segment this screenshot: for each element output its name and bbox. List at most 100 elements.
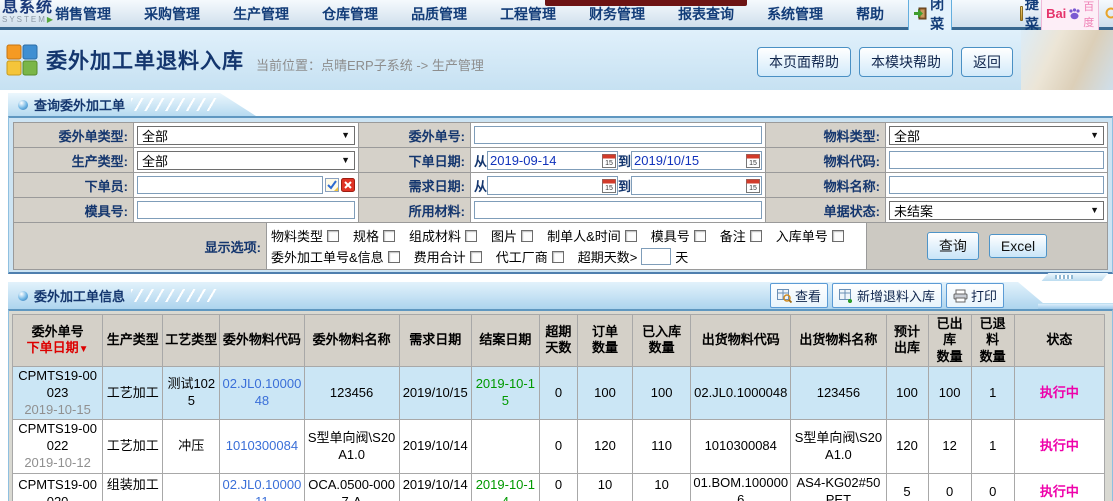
svg-text:15: 15 <box>749 160 757 167</box>
breadcrumb: 当前位置：点晴ERP子系统 -> 生产管理 <box>256 57 484 73</box>
to-label: 到 <box>618 178 632 194</box>
results-section: 委外加工单信息 查看 新增退料入库 打印 <box>8 273 1113 501</box>
table-row[interactable]: CPMTS19-000202019-10-12 组装加工 02.JL0.1000… <box>11 473 1106 501</box>
mat-type-select[interactable]: 全部 ▼ <box>889 125 1104 145</box>
mat-name-input[interactable] <box>889 176 1104 194</box>
from-label: 从 <box>474 153 488 169</box>
col-ret-qty[interactable]: 已退料 数量 <box>970 314 1015 367</box>
col-plan-out[interactable]: 预计 出库 <box>885 314 929 367</box>
svg-text:15: 15 <box>749 185 757 192</box>
col-craft-type[interactable]: 工艺类型 <box>162 314 221 367</box>
mat-code-link[interactable]: 02.JL0.1000011 <box>219 473 305 501</box>
col-prod-type[interactable]: 生产类型 <box>102 314 164 367</box>
option-checkbox[interactable] <box>693 229 706 242</box>
from-label: 从 <box>474 178 488 194</box>
mat-code-link[interactable]: 1010300084 <box>219 419 305 475</box>
option-label: 委外加工单号&信息 <box>271 250 384 265</box>
option-checkbox[interactable] <box>387 250 400 263</box>
option-checkbox[interactable] <box>521 229 534 242</box>
picker-icon[interactable] <box>325 178 339 192</box>
calendar-icon[interactable]: 15 <box>602 178 617 193</box>
mold-input[interactable] <box>137 201 355 219</box>
option-label: 组成材料 <box>409 229 462 244</box>
col-mat-code[interactable]: 委外物料代码 <box>219 314 305 367</box>
req-date-from-input[interactable] <box>490 177 603 193</box>
col-out-qty[interactable]: 已出库 数量 <box>927 314 972 367</box>
back-button[interactable]: 返回 <box>961 47 1013 77</box>
req-date-to-input[interactable] <box>634 177 747 193</box>
option-checkbox[interactable] <box>327 229 340 242</box>
baidu-search-widget[interactable]: Bai 百度 <box>1041 0 1100 32</box>
mat-code-link[interactable]: 02.JL0.1000048 <box>219 365 305 421</box>
add-return-entry-label: 新增退料入库 <box>856 289 935 304</box>
view-button-label: 查看 <box>794 289 821 304</box>
top-red-strip <box>545 0 747 6</box>
table-row[interactable]: CPMTS19-00022 2019-10-12 工艺加工 冲压 10103000… <box>11 419 1106 475</box>
menu-purchase[interactable]: 采购管理 <box>144 5 201 22</box>
mat-code-input[interactable] <box>889 151 1104 169</box>
search-button[interactable]: 查询 <box>926 232 979 260</box>
dropdown-arrow-icon: ▼ <box>1090 205 1099 215</box>
doc-status-label: 单据状态: <box>766 198 886 223</box>
calendar-icon[interactable]: 15 <box>602 153 617 168</box>
menu-help[interactable]: 帮助 <box>856 5 885 22</box>
option-checkbox[interactable] <box>624 229 637 242</box>
col-order-qty[interactable]: 订单 数量 <box>576 314 634 367</box>
order-date-from-input[interactable] <box>490 152 603 168</box>
menu-warehouse[interactable]: 仓库管理 <box>322 5 379 22</box>
mold-label: 模具号: <box>14 198 134 223</box>
menu-engineering[interactable]: 工程管理 <box>500 5 557 22</box>
query-form: 委外单类型: 全部 ▼ 委外单号: 物料类型: 全部 ▼ 生产类型: 全部 ▼ 下单日… <box>8 116 1113 274</box>
col-mat-name[interactable]: 委外物料名称 <box>303 314 400 367</box>
order-no-input[interactable] <box>474 126 762 144</box>
option-checkbox[interactable] <box>551 250 564 263</box>
col-req-date[interactable]: 需求日期 <box>398 314 472 367</box>
col-out-code[interactable]: 出货物料代码 <box>690 314 792 367</box>
menu-sales[interactable]: 销售管理 <box>55 5 112 22</box>
status-badge: 执行中 <box>1013 473 1106 501</box>
material-input[interactable] <box>474 201 762 219</box>
section-bullet-icon <box>18 99 28 110</box>
print-button[interactable]: 打印 <box>945 283 1004 308</box>
col-close-date[interactable]: 结案日期 <box>470 314 540 367</box>
col-in-qty[interactable]: 已入库 数量 <box>632 314 692 367</box>
page-help-button[interactable]: 本页面帮助 <box>757 47 851 77</box>
add-return-entry-button[interactable]: 新增退料入库 <box>831 283 942 308</box>
header-buttons: 本页面帮助 本模块帮助 返回 <box>757 47 1013 77</box>
module-help-button[interactable]: 本模块帮助 <box>859 47 953 77</box>
tab-stripes-decoration <box>131 289 218 302</box>
menu-production[interactable]: 生产管理 <box>233 5 290 22</box>
table-row[interactable]: CPMTS19-00023 2019-10-15 工艺加工 测试1025 02.J… <box>11 365 1106 421</box>
option-checkbox[interactable] <box>383 229 396 242</box>
query-section-tab: 查询委外加工单 <box>8 93 256 116</box>
option-checkbox[interactable] <box>749 229 762 242</box>
operator-input[interactable] <box>137 176 323 194</box>
option-checkbox[interactable] <box>465 229 478 242</box>
col-out-name[interactable]: 出货物料名称 <box>790 314 887 367</box>
menu-quality[interactable]: 品质管理 <box>411 5 468 22</box>
overdue-days-input[interactable] <box>641 248 672 265</box>
view-button[interactable]: 查看 <box>769 283 828 308</box>
order-date-to-input[interactable] <box>634 152 747 168</box>
search-icon[interactable] <box>1104 6 1113 22</box>
col-status[interactable]: 状态 <box>1013 314 1106 367</box>
clear-icon[interactable] <box>341 178 355 192</box>
menu-reports[interactable]: 报表查询 <box>678 5 735 22</box>
calendar-icon[interactable]: 15 <box>746 178 761 193</box>
col-order-no[interactable]: 委外单号 下单日期▼ <box>11 314 104 367</box>
drag-handle-dots[interactable] <box>1055 275 1073 279</box>
prod-type-select[interactable]: 全部 ▼ <box>137 150 355 170</box>
doc-status-select[interactable]: 未结案 ▼ <box>889 200 1104 220</box>
order-type-select[interactable]: 全部 ▼ <box>137 125 355 145</box>
printer-icon <box>953 289 968 303</box>
excel-button[interactable]: Excel <box>988 234 1048 258</box>
option-checkbox[interactable] <box>831 229 844 242</box>
order-no-label: 委外单号: <box>359 123 471 148</box>
menu-finance[interactable]: 财务管理 <box>589 5 646 22</box>
menu-system[interactable]: 系统管理 <box>767 5 824 22</box>
operator-label: 下单员: <box>14 173 134 198</box>
option-label: 费用合计 <box>413 250 466 265</box>
col-overdue[interactable]: 超期 天数 <box>538 314 578 367</box>
calendar-icon[interactable]: 15 <box>746 153 761 168</box>
option-checkbox[interactable] <box>469 250 482 263</box>
